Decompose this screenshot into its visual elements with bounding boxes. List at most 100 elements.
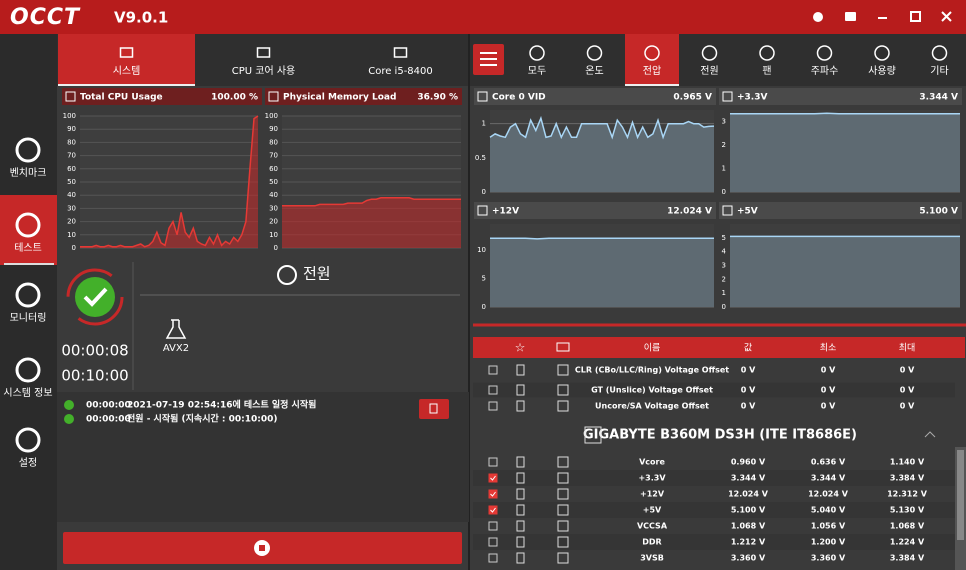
- chart-current-value: 12.024 V: [667, 207, 712, 217]
- table-row: [473, 398, 955, 414]
- screenshot-button[interactable]: [845, 12, 856, 21]
- row-sensor-icon: [516, 536, 525, 548]
- collapse-group[interactable]: [924, 431, 936, 438]
- row-value: 0.960 V: [731, 458, 766, 467]
- row-checkbox[interactable]: [488, 473, 498, 483]
- test-name: 전원: [303, 265, 331, 283]
- chart-header-icon: [722, 91, 733, 102]
- row-checkbox[interactable]: [488, 521, 498, 531]
- maximize-button[interactable]: [910, 11, 921, 22]
- sidebar-item[interactable]: 테스트: [14, 242, 42, 254]
- row-check: [490, 475, 496, 481]
- row-sensor-icon: [516, 472, 525, 484]
- sidebar-item[interactable]: 시스템 정보: [3, 387, 52, 399]
- y-tick-label: 4: [722, 248, 727, 256]
- device-column-icon: [556, 342, 570, 352]
- row-min: 0.636 V: [811, 458, 846, 467]
- copy-log-button[interactable]: [419, 399, 449, 419]
- scroll-thumb[interactable]: [957, 450, 964, 540]
- tab-icon: [119, 47, 134, 58]
- row-device-icon: [557, 504, 569, 516]
- row-checkbox[interactable]: [488, 553, 498, 563]
- row-checkbox[interactable]: [488, 537, 498, 547]
- app-version: V9.0.1: [114, 9, 168, 27]
- column-header[interactable]: 이름: [644, 343, 661, 354]
- y-tick-label: 1: [482, 120, 486, 128]
- log-time: 00:00:00: [86, 415, 131, 425]
- row-max: 3.384 V: [890, 474, 925, 483]
- right-tab[interactable]: 팬: [762, 65, 771, 77]
- right-tab[interactable]: 전원: [700, 65, 718, 77]
- sidebar-item[interactable]: 모니터링: [10, 312, 47, 324]
- row-name: +12V: [640, 490, 665, 499]
- right-tab[interactable]: 전압: [643, 64, 661, 77]
- row-device-icon: [557, 364, 569, 376]
- y-tick-label: 80: [67, 138, 76, 146]
- row-checkbox[interactable]: [488, 365, 498, 375]
- row-max: 1.224 V: [890, 538, 925, 547]
- chart-title: Total CPU Usage: [80, 93, 163, 103]
- row-value: 0 V: [741, 386, 756, 395]
- row-name: 3VSB: [640, 554, 664, 563]
- row-name: Vcore: [639, 458, 665, 467]
- row-value: 1.212 V: [731, 538, 766, 547]
- y-tick-label: 90: [67, 125, 76, 133]
- sidebar: [0, 34, 57, 570]
- y-tick-label: 20: [67, 218, 76, 226]
- sidebar-item[interactable]: 설정: [19, 457, 37, 469]
- tab-icon: [701, 45, 718, 61]
- row-min: 3.360 V: [811, 554, 846, 563]
- chart-current-value: 36.90 %: [417, 93, 458, 103]
- left-tab[interactable]: 시스템: [113, 65, 141, 77]
- right-tab[interactable]: 모두: [528, 66, 546, 77]
- chart-current-value: 100.00 %: [211, 93, 258, 103]
- table-row: [473, 361, 955, 379]
- chart-header: [719, 202, 962, 219]
- row-check: [490, 507, 496, 513]
- column-header[interactable]: 값: [744, 342, 752, 354]
- row-name: +3.3V: [638, 474, 666, 483]
- row-checkbox[interactable]: [488, 401, 498, 411]
- row-name: CLR (CBo/LLC/Ring) Voltage Offset: [575, 366, 729, 375]
- chart-header: [265, 88, 462, 105]
- tab-icon: [256, 47, 271, 58]
- left-tab[interactable]: Core i5-8400: [368, 66, 433, 77]
- sidebar-active: [0, 195, 57, 265]
- row-name: GT (Unslice) Voltage Offset: [591, 386, 713, 395]
- minimize-button[interactable]: [878, 17, 887, 19]
- left-tab[interactable]: CPU 코어 사용: [232, 65, 296, 77]
- row-device-icon: [557, 472, 569, 484]
- right-tab[interactable]: 주파수: [811, 65, 839, 77]
- right-tab[interactable]: 온도: [585, 65, 603, 77]
- log-panel: [57, 392, 469, 522]
- y-tick-label: 50: [269, 178, 278, 186]
- y-tick-label: 40: [269, 191, 278, 199]
- row-max: 1.140 V: [890, 458, 925, 467]
- status-ring: [66, 268, 124, 326]
- row-sensor-icon: [516, 400, 525, 412]
- test-load: AVX2: [163, 343, 189, 354]
- right-tab[interactable]: 기타: [930, 65, 948, 77]
- info-button[interactable]: [813, 12, 823, 22]
- row-min: 1.056 V: [811, 522, 846, 531]
- row-checkbox[interactable]: [488, 505, 498, 515]
- tab-icon: [874, 45, 890, 61]
- y-tick-label: 80: [269, 138, 278, 146]
- right-tab[interactable]: 사용량: [868, 65, 896, 77]
- row-checkbox[interactable]: [488, 385, 498, 395]
- row-name: DDR: [642, 538, 661, 547]
- stop-icon: [259, 545, 265, 551]
- sidebar-item[interactable]: 벤치마크: [10, 167, 47, 179]
- column-header[interactable]: 최소: [820, 343, 837, 354]
- y-tick-label: 3: [722, 118, 726, 126]
- column-header[interactable]: 최대: [899, 343, 916, 354]
- y-tick-label: 30: [269, 204, 278, 212]
- row-checkbox[interactable]: [488, 489, 498, 499]
- row-checkbox[interactable]: [488, 457, 498, 467]
- title-bar: [0, 0, 966, 34]
- table-row: [473, 534, 955, 550]
- tab-icon: [586, 45, 603, 61]
- close-button[interactable]: [941, 11, 952, 22]
